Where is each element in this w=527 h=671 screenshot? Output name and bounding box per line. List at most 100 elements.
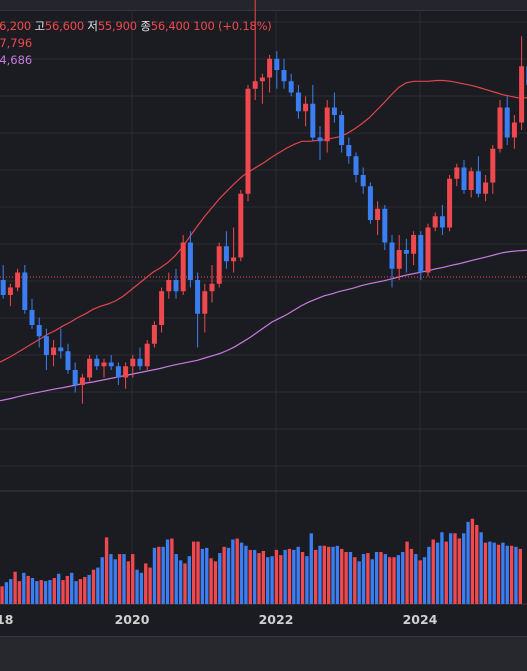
candle-body bbox=[447, 178, 453, 228]
candle-body bbox=[187, 242, 193, 280]
candle-body bbox=[0, 280, 6, 295]
volume-bar bbox=[274, 549, 279, 604]
volume-bar bbox=[187, 556, 191, 604]
volume-bar bbox=[52, 578, 56, 604]
volume-bar bbox=[152, 547, 157, 604]
candle-body bbox=[238, 193, 244, 258]
candle-body bbox=[130, 358, 136, 367]
volume-bar bbox=[139, 572, 144, 604]
candle-body bbox=[7, 287, 13, 295]
candle-body bbox=[58, 347, 64, 352]
candle-body bbox=[396, 250, 402, 269]
candle-body bbox=[65, 351, 71, 370]
candle-body bbox=[403, 250, 409, 254]
volume-bar bbox=[279, 555, 283, 604]
volume-bar bbox=[205, 547, 209, 604]
volume-bar bbox=[453, 533, 457, 604]
volume-bar bbox=[74, 581, 78, 604]
candle-body bbox=[324, 107, 330, 142]
candle-body bbox=[166, 280, 172, 292]
volume-bar bbox=[96, 567, 100, 604]
volume-bar bbox=[165, 539, 170, 604]
volume-bar bbox=[122, 554, 126, 604]
volume-bar bbox=[374, 552, 379, 604]
high-value: 56,600 bbox=[44, 19, 84, 33]
volume-bar bbox=[252, 549, 257, 604]
x-tick-label: 2020 bbox=[114, 612, 150, 627]
volume-bar bbox=[183, 563, 187, 604]
candle-body bbox=[144, 343, 150, 367]
volume-bar bbox=[170, 538, 174, 604]
volume-bar bbox=[514, 546, 518, 604]
volume-bar bbox=[244, 545, 248, 604]
candle-body bbox=[353, 156, 359, 175]
volume-bar bbox=[318, 545, 322, 604]
volume-bar bbox=[335, 545, 340, 604]
volume-bar bbox=[370, 559, 374, 604]
candle-body bbox=[303, 103, 309, 112]
candle-body bbox=[159, 291, 165, 325]
grid-lines bbox=[0, 10, 527, 605]
volume-bar bbox=[117, 554, 122, 604]
candle-body bbox=[288, 81, 294, 93]
volume-bar bbox=[348, 552, 353, 604]
volume-bar bbox=[9, 579, 13, 604]
ma1-line bbox=[0, 79, 527, 363]
volume-bar bbox=[457, 538, 462, 604]
volume-bar bbox=[444, 541, 448, 604]
volume-bar bbox=[235, 538, 239, 604]
volume-bar bbox=[213, 561, 218, 604]
candle-body bbox=[180, 242, 186, 292]
volume-bar bbox=[340, 548, 344, 604]
candle-body bbox=[418, 235, 424, 273]
volume-bar bbox=[344, 552, 348, 604]
volume-bar bbox=[191, 541, 196, 604]
volume-bar bbox=[26, 575, 30, 604]
volume-bar bbox=[239, 542, 244, 604]
volume-bar bbox=[157, 546, 161, 604]
volume-bar bbox=[296, 546, 300, 604]
candle-body bbox=[367, 186, 373, 220]
candle-body bbox=[511, 122, 517, 138]
volume-bar bbox=[270, 556, 274, 604]
ma2-legend: 54,686 bbox=[0, 53, 33, 67]
volume-bar bbox=[322, 545, 327, 604]
volume-bar bbox=[405, 541, 409, 604]
candle-body bbox=[252, 81, 258, 89]
candle-body bbox=[51, 347, 57, 355]
volume-bar bbox=[17, 581, 22, 604]
volume-bar bbox=[313, 549, 318, 604]
candle-body bbox=[360, 175, 366, 187]
volume-bar bbox=[257, 553, 261, 604]
volume-bar bbox=[4, 582, 9, 604]
volume-bar bbox=[283, 549, 287, 604]
candle-body bbox=[223, 246, 229, 262]
volume-bar bbox=[501, 542, 505, 604]
volume-bar bbox=[0, 586, 4, 604]
candle-body bbox=[295, 92, 301, 112]
volume-bar bbox=[248, 549, 252, 604]
volume-bar bbox=[266, 557, 270, 604]
volume-bar bbox=[261, 550, 266, 604]
volume-bar bbox=[448, 533, 453, 604]
ohlc-legend: 56,200 고56,600 저55,900 종56,400 100 (+0.1… bbox=[0, 18, 272, 34]
volume-bar bbox=[196, 541, 200, 604]
volume-bar bbox=[104, 537, 109, 604]
volume-bar bbox=[91, 569, 96, 604]
candle-body bbox=[504, 107, 510, 138]
volume-bar bbox=[475, 524, 479, 604]
volume-bar bbox=[479, 532, 483, 604]
volume-bar bbox=[126, 561, 131, 604]
candle-body bbox=[490, 148, 496, 183]
volume-bar bbox=[518, 548, 522, 604]
candle-body bbox=[259, 77, 265, 82]
volume-bar bbox=[113, 559, 117, 604]
volume-bar bbox=[383, 554, 387, 604]
volume-bar bbox=[13, 571, 17, 604]
candle-body bbox=[439, 216, 445, 228]
ma1-series bbox=[0, 79, 527, 363]
candle-body bbox=[115, 366, 121, 378]
volume-bar bbox=[509, 545, 514, 604]
candle-body bbox=[173, 280, 179, 292]
